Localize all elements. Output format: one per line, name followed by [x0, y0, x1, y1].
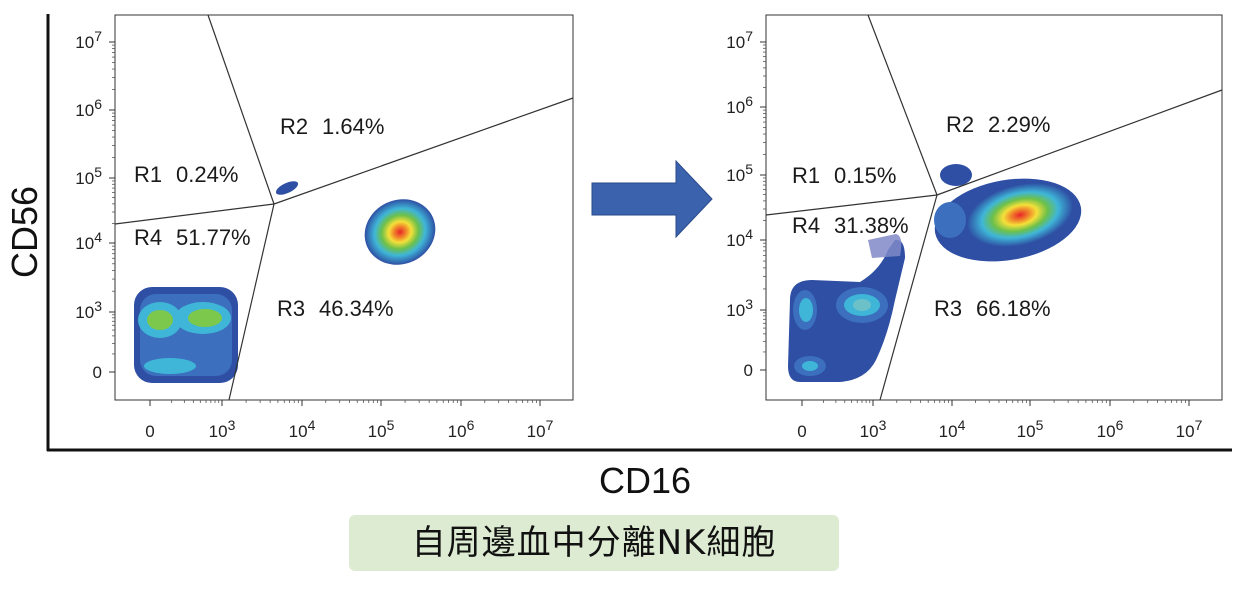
gate-pct-r1: 0.24% — [176, 162, 238, 187]
y-tick-label-4: 106 — [75, 96, 102, 120]
x-tick-label-2: 104 — [939, 417, 966, 441]
gate-label-r4: R4 — [792, 213, 820, 238]
x-tick-label-0: 0 — [145, 422, 154, 441]
plot-left-y-ticks: 0 103 104 105 106 107 — [75, 28, 115, 382]
x-tick-label-0: 0 — [797, 422, 806, 441]
gate-label-r3: R3 — [277, 296, 305, 321]
x-tick-label-4: 106 — [1097, 417, 1124, 441]
plot-left: R2 1.64% R1 0.24% R4 51.77% R3 46.34% 0 1… — [75, 14, 574, 441]
population-cd56-bright — [275, 181, 299, 195]
plot-right-frame — [765, 14, 1223, 401]
x-tick-label-3: 105 — [368, 417, 395, 441]
gate-label-r4: R4 — [134, 225, 162, 250]
gate-label-r3: R3 — [934, 296, 962, 321]
y-tick-label-0: 0 — [93, 363, 102, 382]
caption-box: 自周邊血中分離NK細胞 — [349, 515, 839, 571]
plot-right-y-ticks: 0 103 104 105 106 107 — [726, 28, 766, 380]
y-tick-label-1: 103 — [726, 296, 753, 320]
y-tick-label-1: 103 — [75, 298, 102, 322]
y-tick-label-0: 0 — [744, 361, 753, 380]
gate-pct-r4: 31.38% — [834, 213, 909, 238]
gate-label-r1: R1 — [134, 162, 162, 187]
x-tick-label-1: 103 — [209, 417, 236, 441]
plot-left-gates — [114, 14, 574, 401]
population-nk-cd16pos — [364, 199, 436, 265]
y-tick-label-3: 105 — [75, 164, 102, 188]
gate-pct-r3: 46.34% — [319, 296, 394, 321]
arrow-icon — [591, 159, 713, 239]
x-tick-label-3: 105 — [1017, 417, 1044, 441]
y-tick-label-3: 105 — [726, 161, 753, 185]
y-tick-label-2: 104 — [726, 226, 753, 250]
gate-label-r2: R2 — [946, 112, 974, 137]
y-tick-label-4: 106 — [726, 93, 753, 117]
x-tick-label-5: 107 — [1176, 417, 1203, 441]
gate-label-r2: R2 — [280, 114, 308, 139]
y-axis-title: CD56 — [4, 186, 45, 278]
x-tick-label-1: 103 — [860, 417, 887, 441]
plot-left-x-ticks: 0 103 104 105 106 107 — [145, 400, 554, 441]
x-tick-label-4: 106 — [448, 417, 475, 441]
plot-left-densities — [134, 181, 436, 383]
x-tick-label-5: 107 — [527, 417, 554, 441]
plot-right-densities — [788, 164, 1082, 382]
gate-pct-r3: 66.18% — [976, 296, 1051, 321]
y-tick-label-5: 107 — [75, 28, 102, 52]
plot-right-gates — [765, 14, 1223, 401]
plot-right-x-ticks: 0 103 104 105 106 107 — [797, 400, 1203, 441]
plot-right: R2 2.29% R1 0.15% R4 31.38% R3 66.18% 0 1… — [726, 14, 1223, 441]
y-tick-label-5: 107 — [726, 28, 753, 52]
gate-pct-r4: 51.77% — [176, 225, 251, 250]
x-tick-label-2: 104 — [289, 417, 316, 441]
gate-pct-r2: 1.64% — [322, 114, 384, 139]
population-cd56-bright — [940, 164, 972, 186]
caption-text: 自周邊血中分離NK細胞 — [411, 523, 777, 563]
y-tick-label-2: 104 — [75, 229, 102, 253]
gate-pct-r2: 2.29% — [988, 112, 1050, 137]
x-axis-title: CD16 — [599, 460, 691, 501]
gate-label-r1: R1 — [792, 163, 820, 188]
gate-pct-r1: 0.15% — [834, 163, 896, 188]
